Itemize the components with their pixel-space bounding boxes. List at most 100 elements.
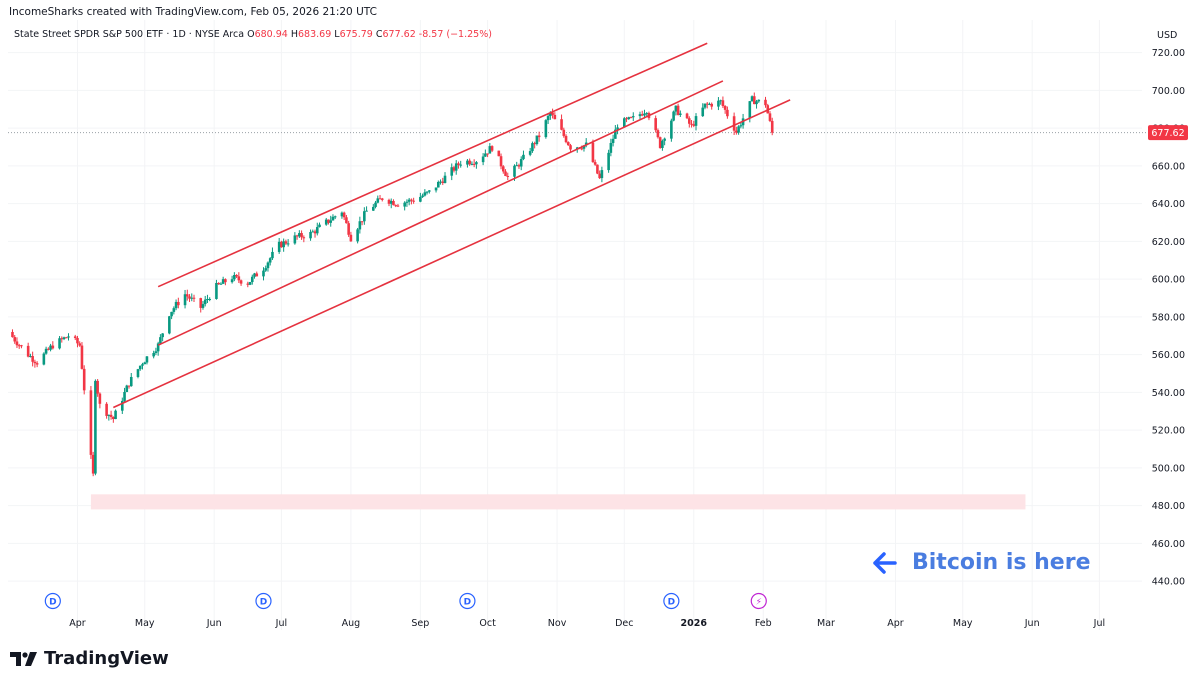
candle	[277, 238, 281, 254]
candle-body	[501, 166, 505, 172]
candle	[47, 347, 50, 351]
symbol-name[interactable]: State Street SPDR S&P 500 ETF · 1D · NYS…	[14, 29, 245, 40]
currency-label[interactable]: USD	[1157, 30, 1178, 41]
candle	[347, 220, 350, 237]
channel-line[interactable]	[157, 42, 708, 288]
candle-body	[654, 118, 657, 131]
candle-body	[428, 190, 431, 192]
candle-body	[405, 201, 409, 203]
candle	[631, 112, 635, 122]
candle	[515, 161, 519, 167]
candle	[203, 295, 207, 307]
candle-body	[183, 294, 187, 306]
candle	[293, 232, 297, 245]
candle	[154, 347, 158, 356]
channel-line[interactable]	[113, 99, 791, 409]
candle	[434, 187, 438, 193]
candle-body	[31, 356, 34, 362]
candle-body	[770, 120, 774, 133]
dividend-marker-label: D	[260, 598, 267, 608]
candle	[358, 216, 362, 234]
dividend-marker[interactable]	[44, 592, 61, 610]
x-tick-label: Dec	[615, 618, 633, 629]
candle-body	[114, 410, 117, 420]
candle	[389, 198, 393, 209]
candle-body	[327, 219, 330, 223]
y-tick-label: 520.00	[1152, 426, 1185, 437]
candle-body	[219, 283, 223, 285]
candle-body	[670, 120, 673, 139]
candle-body	[739, 125, 743, 127]
candle-body	[172, 308, 176, 312]
candle-body	[533, 143, 536, 145]
dividend-marker[interactable]	[459, 592, 476, 610]
candle	[246, 281, 250, 288]
candle-body	[531, 143, 534, 152]
tradingview-logo[interactable]: TradingView	[10, 648, 169, 669]
candle-body	[750, 96, 754, 102]
candle	[694, 113, 698, 131]
candle-body	[107, 414, 111, 416]
candle	[717, 97, 720, 111]
candle-body	[98, 393, 102, 404]
candle	[217, 282, 220, 285]
candle-body	[643, 113, 646, 116]
candle	[708, 102, 711, 106]
candle	[143, 361, 147, 365]
candle	[629, 116, 633, 119]
candle	[499, 153, 503, 170]
candle	[517, 163, 521, 169]
earnings-marker[interactable]	[750, 592, 767, 610]
candle-body	[199, 298, 203, 308]
candle	[114, 409, 117, 420]
candle-body	[407, 199, 411, 202]
candle	[732, 112, 736, 135]
candle	[309, 229, 312, 241]
candle	[531, 141, 534, 153]
candle	[248, 281, 252, 286]
candle	[566, 141, 570, 146]
x-tick-label: Jul	[1093, 618, 1105, 629]
candle-body	[710, 103, 714, 107]
candle	[752, 92, 756, 105]
candle	[20, 344, 23, 349]
candle-body	[537, 135, 541, 138]
candle	[553, 112, 557, 120]
candle-body	[598, 173, 601, 179]
candle	[129, 373, 133, 387]
dividend-marker[interactable]	[663, 592, 680, 610]
candle-body	[33, 361, 37, 364]
y-tick-label: 480.00	[1152, 501, 1185, 512]
candle-body	[309, 232, 312, 239]
symbol-ohlc-bar[interactable]: State Street SPDR S&P 500 ETF · 1D · NYS…	[14, 29, 492, 40]
candle-body	[645, 113, 649, 115]
candle	[29, 353, 32, 358]
candle-body	[64, 337, 68, 339]
candle	[459, 160, 463, 168]
candle-body	[535, 135, 539, 145]
channel-lines[interactable]	[113, 42, 791, 409]
candle	[136, 368, 140, 379]
y-tick-label: 660.00	[1152, 161, 1185, 172]
candle	[80, 342, 84, 370]
candle-body	[340, 212, 344, 217]
candle	[546, 113, 550, 124]
candle	[596, 164, 599, 175]
candle-body	[658, 137, 662, 148]
candle	[410, 198, 413, 205]
candle	[468, 158, 471, 166]
channel-line[interactable]	[157, 80, 724, 346]
candle-body	[607, 152, 610, 171]
y-tick-label: 620.00	[1152, 237, 1185, 248]
candle	[768, 111, 772, 123]
x-axis[interactable]: Apr May Jun Jul Aug Sep Oct Nov Dec 2026 Feb Mar Apr…	[69, 618, 1105, 629]
candle	[412, 197, 415, 204]
candle-body	[553, 114, 557, 120]
candle	[670, 118, 673, 142]
dividend-marker[interactable]	[255, 592, 272, 610]
candle-body	[342, 212, 346, 218]
event-markers[interactable]: D D D D ⚡	[44, 592, 767, 610]
candle	[177, 297, 180, 309]
candle-body	[311, 231, 315, 233]
